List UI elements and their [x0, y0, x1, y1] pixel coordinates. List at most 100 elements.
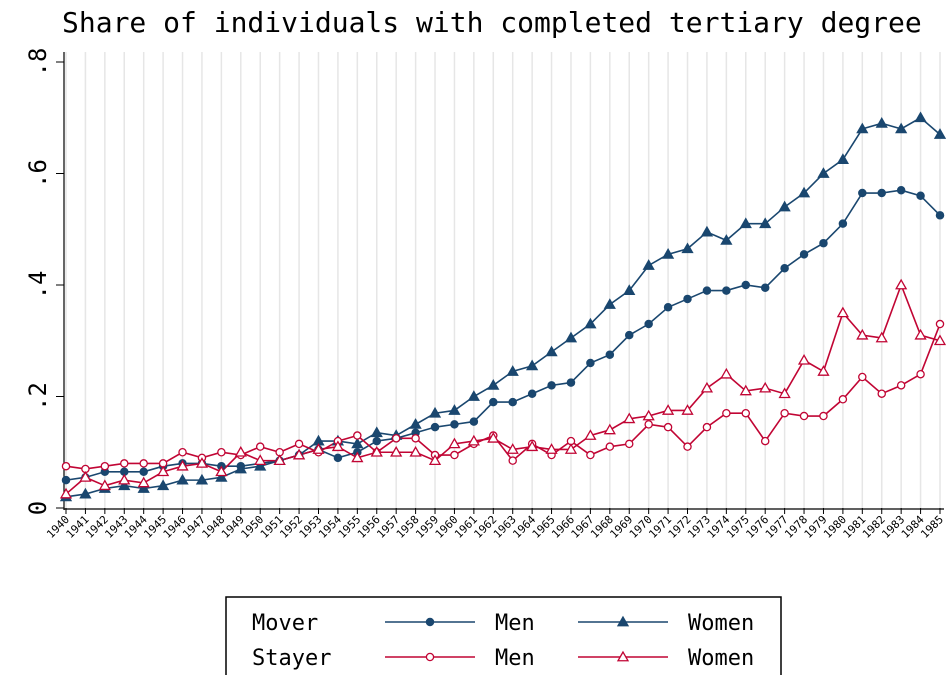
marker: [586, 450, 595, 460]
marker: [139, 459, 148, 468]
marker: [292, 448, 306, 460]
marker: [469, 417, 479, 426]
marker: [661, 404, 675, 415]
legend-marker: [616, 650, 630, 662]
marker: [836, 306, 850, 318]
marker: [838, 395, 848, 404]
chart-title: Share of individuals with completed tert…: [62, 6, 922, 39]
marker: [428, 454, 442, 466]
marker: [935, 319, 945, 329]
marker: [215, 471, 228, 482]
legend-marker: [616, 615, 630, 627]
marker: [741, 408, 751, 418]
marker: [797, 353, 811, 365]
marker: [780, 408, 789, 418]
legend-marker: [425, 617, 435, 627]
marker: [916, 191, 925, 201]
marker: [564, 331, 578, 343]
marker: [526, 359, 539, 371]
marker: [59, 487, 73, 499]
marker: [506, 365, 519, 376]
marker: [294, 439, 304, 449]
marker: [895, 278, 908, 290]
marker: [487, 432, 500, 443]
marker: [254, 454, 267, 466]
marker: [875, 331, 888, 343]
marker: [875, 117, 888, 128]
marker: [817, 167, 830, 178]
marker: [409, 445, 422, 457]
marker: [760, 283, 770, 293]
marker: [564, 443, 578, 454]
legend-group-label: Mover: [252, 611, 318, 636]
marker: [916, 369, 925, 379]
marker: [760, 436, 770, 446]
marker: [663, 303, 673, 312]
marker: [933, 128, 946, 139]
series-line: [65, 116, 941, 498]
marker: [508, 397, 517, 407]
marker: [856, 328, 869, 340]
marker: [858, 372, 867, 382]
marker: [372, 436, 382, 446]
marker: [661, 248, 675, 259]
marker: [681, 242, 694, 254]
y-tick-label: .4: [24, 271, 52, 300]
marker: [195, 473, 209, 485]
series-line: [65, 323, 941, 470]
marker: [584, 317, 597, 329]
marker: [176, 473, 189, 485]
legend-label: Men: [495, 611, 535, 636]
marker: [877, 188, 886, 198]
marker: [526, 440, 539, 452]
marker: [391, 434, 401, 443]
legend-label: Women: [688, 646, 754, 671]
marker: [61, 461, 71, 471]
marker: [508, 456, 517, 465]
marker: [312, 443, 325, 454]
marker: [487, 379, 500, 390]
marker: [896, 381, 906, 390]
marker: [642, 409, 655, 421]
marker: [98, 479, 111, 491]
marker: [527, 389, 537, 398]
marker: [797, 186, 811, 198]
legend-label: Men: [495, 646, 535, 671]
marker: [176, 459, 189, 471]
marker: [467, 390, 480, 401]
marker: [450, 420, 459, 429]
legend-group-label: Stayer: [252, 646, 331, 671]
marker: [333, 453, 343, 463]
marker: [778, 387, 791, 399]
legend-marker: [425, 652, 435, 662]
marker: [215, 465, 228, 477]
marker: [178, 447, 187, 457]
marker: [545, 345, 558, 357]
marker: [933, 334, 946, 346]
marker: [217, 447, 226, 457]
series-line: [65, 189, 941, 481]
marker: [624, 330, 634, 340]
marker: [79, 487, 92, 499]
marker: [759, 381, 772, 393]
marker: [720, 234, 733, 245]
marker: [584, 429, 597, 440]
marker: [914, 111, 927, 123]
marker: [778, 200, 791, 212]
marker: [799, 411, 809, 421]
marker: [702, 422, 712, 432]
marker: [411, 434, 420, 443]
marker: [896, 185, 906, 195]
y-tick-label: .6: [24, 159, 52, 188]
marker: [430, 422, 440, 432]
marker: [700, 381, 714, 393]
marker: [914, 328, 927, 340]
marker: [838, 219, 848, 228]
marker: [566, 378, 576, 387]
marker: [780, 264, 789, 273]
marker: [547, 381, 556, 390]
marker: [663, 422, 673, 432]
marker: [819, 411, 828, 421]
